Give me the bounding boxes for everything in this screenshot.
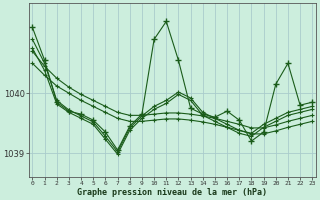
X-axis label: Graphe pression niveau de la mer (hPa): Graphe pression niveau de la mer (hPa) bbox=[77, 188, 267, 197]
